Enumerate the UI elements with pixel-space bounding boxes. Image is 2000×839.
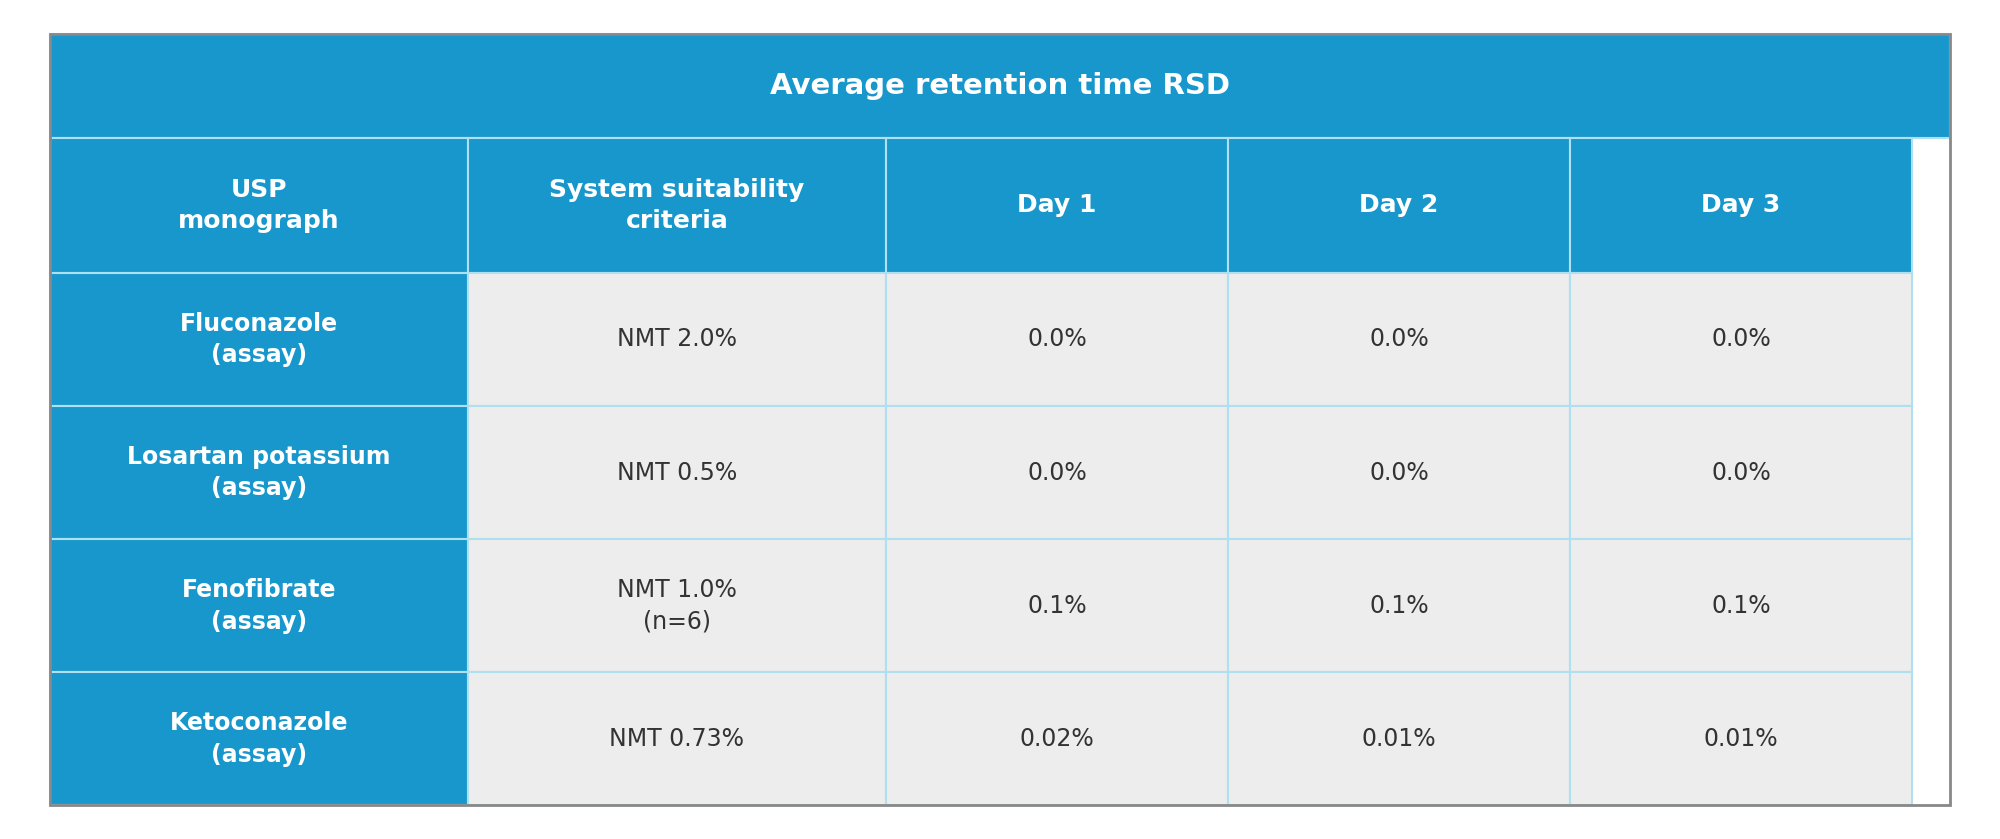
Text: NMT 2.0%: NMT 2.0%: [616, 327, 736, 352]
Bar: [468, 273, 886, 406]
Bar: [1570, 406, 1912, 539]
Bar: [1228, 672, 1570, 805]
Text: NMT 0.73%: NMT 0.73%: [610, 727, 744, 751]
Text: Fluconazole
(assay): Fluconazole (assay): [180, 311, 338, 367]
Bar: [1228, 406, 1570, 539]
Bar: [1570, 672, 1912, 805]
Text: 0.01%: 0.01%: [1704, 727, 1778, 751]
Bar: [1228, 273, 1570, 406]
Bar: [468, 672, 886, 805]
Text: 0.1%: 0.1%: [1370, 594, 1428, 618]
Bar: [50, 539, 468, 672]
Text: Losartan potassium
(assay): Losartan potassium (assay): [128, 445, 390, 500]
Text: 0.1%: 0.1%: [1712, 594, 1770, 618]
Text: 0.0%: 0.0%: [1028, 327, 1086, 352]
Bar: [886, 273, 1228, 406]
Bar: [468, 406, 886, 539]
Bar: [1228, 138, 1570, 273]
Text: System suitability
criteria: System suitability criteria: [550, 178, 804, 233]
Text: 0.0%: 0.0%: [1712, 461, 1770, 485]
Bar: [50, 406, 468, 539]
Text: 0.0%: 0.0%: [1370, 461, 1428, 485]
Bar: [50, 34, 1950, 138]
Bar: [50, 672, 468, 805]
Bar: [886, 539, 1228, 672]
Text: 0.0%: 0.0%: [1028, 461, 1086, 485]
Text: Fenofibrate
(assay): Fenofibrate (assay): [182, 578, 336, 633]
Bar: [1570, 539, 1912, 672]
Bar: [886, 672, 1228, 805]
Bar: [468, 539, 886, 672]
Text: 0.1%: 0.1%: [1028, 594, 1086, 618]
Text: 0.01%: 0.01%: [1362, 727, 1436, 751]
Text: USP
monograph: USP monograph: [178, 178, 340, 233]
Bar: [468, 138, 886, 273]
Text: 0.0%: 0.0%: [1370, 327, 1428, 352]
Bar: [1228, 539, 1570, 672]
Bar: [886, 406, 1228, 539]
Text: Day 1: Day 1: [1018, 193, 1096, 217]
Text: Average retention time RSD: Average retention time RSD: [770, 71, 1230, 100]
Text: Ketoconazole
(assay): Ketoconazole (assay): [170, 711, 348, 767]
Text: Day 3: Day 3: [1702, 193, 1780, 217]
Text: NMT 1.0%
(n=6): NMT 1.0% (n=6): [618, 578, 736, 633]
Text: 0.02%: 0.02%: [1020, 727, 1094, 751]
Bar: [50, 138, 468, 273]
Text: 0.0%: 0.0%: [1712, 327, 1770, 352]
Bar: [1570, 138, 1912, 273]
Text: NMT 0.5%: NMT 0.5%: [616, 461, 738, 485]
Text: Day 2: Day 2: [1360, 193, 1438, 217]
Bar: [50, 273, 468, 406]
Bar: [886, 138, 1228, 273]
Bar: [1570, 273, 1912, 406]
